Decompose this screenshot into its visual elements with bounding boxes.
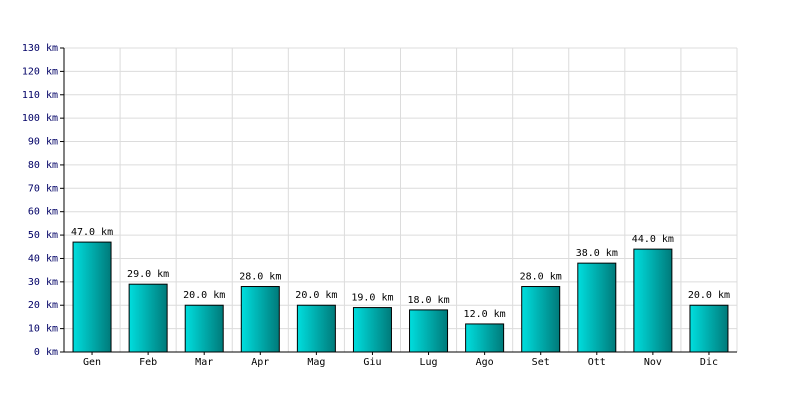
- x-tick-label: Set: [532, 357, 550, 368]
- bar: [184, 304, 224, 353]
- y-tick-label: 90 km: [28, 137, 58, 148]
- y-tick-label: 10 km: [28, 324, 58, 335]
- x-tick-label: Giu: [363, 357, 381, 368]
- value-label: 28.0 km: [239, 272, 281, 283]
- y-tick-label: 120 km: [22, 66, 58, 77]
- value-label: 20.0 km: [183, 290, 225, 301]
- value-label: 47.0 km: [71, 227, 113, 238]
- bar: [72, 241, 112, 353]
- value-label: 28.0 km: [520, 272, 562, 283]
- x-tick-label: Gen: [83, 357, 101, 368]
- y-tick-label: 60 km: [28, 207, 58, 218]
- value-label: 20.0 km: [688, 290, 730, 301]
- value-label: 44.0 km: [632, 234, 674, 245]
- y-tick-label: 30 km: [28, 277, 58, 288]
- bar: [409, 309, 449, 353]
- bar: [689, 304, 729, 353]
- bar: [352, 307, 392, 353]
- value-label: 29.0 km: [127, 269, 169, 280]
- value-label: 18.0 km: [407, 295, 449, 306]
- y-tick-label: 50 km: [28, 230, 58, 241]
- y-tick-label: 20 km: [28, 300, 58, 311]
- value-label: 19.0 km: [351, 293, 393, 304]
- bar: [577, 262, 617, 353]
- y-tick-label: 40 km: [28, 253, 58, 264]
- x-tick-label: Ott: [588, 357, 606, 368]
- value-label: 12.0 km: [464, 309, 506, 320]
- bar: [521, 286, 561, 353]
- bar: [633, 248, 673, 353]
- y-tick-label: 130 km: [22, 43, 58, 54]
- bar: [240, 286, 280, 353]
- x-tick-label: Lug: [420, 357, 438, 368]
- y-tick-label: 80 km: [28, 160, 58, 171]
- y-tick-label: 70 km: [28, 183, 58, 194]
- y-tick-label: 100 km: [22, 113, 58, 124]
- x-tick-label: Nov: [644, 357, 662, 368]
- x-tick-label: Mag: [307, 357, 325, 368]
- bar: [465, 323, 505, 353]
- value-label: 20.0 km: [295, 290, 337, 301]
- value-label: 38.0 km: [576, 248, 618, 259]
- x-tick-label: Ago: [476, 357, 494, 368]
- bar: [296, 304, 336, 353]
- x-tick-label: Dic: [700, 357, 718, 368]
- x-tick-label: Mar: [195, 357, 213, 368]
- x-tick-label: Apr: [251, 357, 269, 368]
- x-tick-label: Feb: [139, 357, 157, 368]
- y-tick-label: 0 km: [34, 347, 58, 358]
- bar: [128, 283, 168, 353]
- y-tick-label: 110 km: [22, 90, 58, 101]
